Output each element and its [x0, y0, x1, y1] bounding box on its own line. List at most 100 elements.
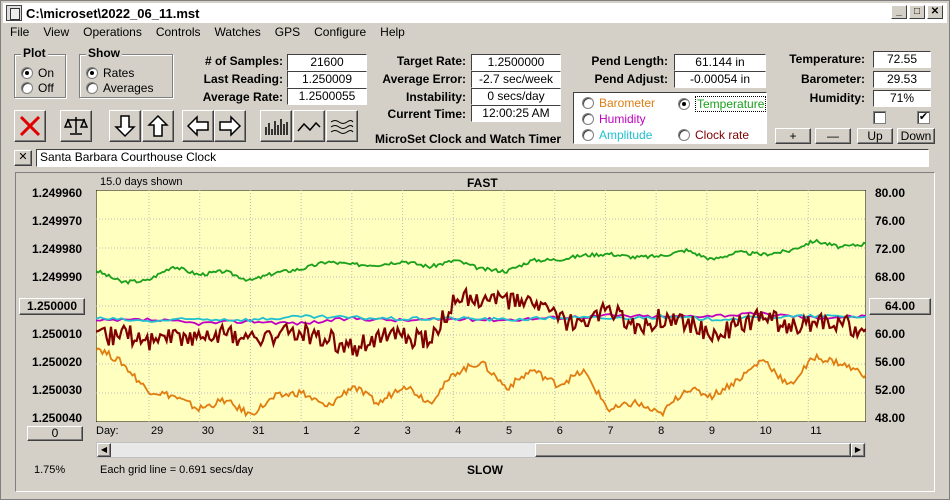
left-tick-label: 1.250010	[32, 327, 83, 341]
sensor-amplitude-radio[interactable]: Amplitude	[582, 128, 652, 142]
radio-dot	[582, 97, 594, 109]
menu-help[interactable]: Help	[380, 25, 405, 39]
minus-button[interactable]: —	[815, 128, 851, 144]
day-tick-label: 4	[455, 425, 462, 437]
menu-gps[interactable]: GPS	[274, 25, 301, 39]
left-tick-label: 1.250040	[32, 411, 83, 425]
left-tick-label: 1.250020	[32, 355, 83, 369]
plot-off-radio[interactable]: Off	[21, 81, 54, 95]
balance-button[interactable]	[60, 110, 92, 142]
right-tick-label: 48.00	[875, 411, 906, 425]
left-arrow-button[interactable]	[182, 110, 214, 142]
right-tick-label: 68.00	[875, 270, 906, 284]
left-tick-label: 1.249970	[32, 214, 83, 228]
scroll-right-button[interactable]: ▶	[851, 443, 865, 457]
right-arrow-button[interactable]	[214, 110, 246, 142]
down-button[interactable]: Down	[897, 128, 935, 144]
left-tick-label: 1.249960	[32, 186, 83, 200]
current-time-field: 12:00:25 AM	[471, 105, 561, 122]
horizontal-scrollbar[interactable]: ◀ ▶	[96, 442, 866, 458]
right-tick-label: 80.00	[875, 186, 906, 200]
average-rate-label: Average Rate:	[202, 90, 283, 104]
menu-view[interactable]: View	[43, 25, 70, 39]
menu-file[interactable]: File	[10, 25, 30, 39]
left-tick-label: 1.250030	[32, 383, 83, 397]
menu-operations[interactable]: Operations	[83, 25, 142, 39]
sensor-temperature-radio[interactable]: Temperature	[678, 96, 767, 112]
center-right-button[interactable]: 64.00	[869, 298, 931, 315]
percent-label: 1.75%	[34, 464, 66, 476]
wave-button[interactable]	[326, 110, 358, 142]
histogram-button[interactable]	[260, 110, 292, 142]
day-tick-label: 30	[201, 425, 214, 437]
right-tick-label: 56.00	[875, 355, 906, 369]
average-rate-field: 1.2500055	[287, 88, 367, 105]
show-group: Show Rates Averages	[79, 46, 173, 98]
close-clock-button[interactable]: ✕	[14, 150, 32, 166]
barometer-series-line	[96, 347, 866, 418]
trend-button[interactable]	[293, 110, 325, 142]
checkbox-1[interactable]	[873, 111, 886, 124]
instability-field: 0 secs/day	[471, 88, 561, 105]
target-rate-label: Target Rate:	[396, 54, 466, 68]
zero-button[interactable]: 0	[27, 426, 83, 441]
radio-label: Humidity	[599, 112, 646, 126]
sensor-clock-rate-radio[interactable]: Clock rate	[678, 128, 749, 142]
right-tick-label: 60.00	[875, 327, 906, 341]
plot-legend: Plot	[21, 46, 48, 60]
day-tick-label: 6	[556, 425, 563, 437]
right-tick-label: 76.00	[875, 214, 906, 228]
temperature-field: 72.55	[873, 51, 931, 68]
pend-length-field: 61.144 in	[674, 54, 766, 71]
clock-name-input[interactable]: Santa Barbara Courthouse Clock	[36, 149, 929, 167]
show-averages-radio[interactable]: Averages	[86, 81, 153, 95]
target-rate-field: 1.2500000	[471, 54, 561, 71]
scroll-left-button[interactable]: ◀	[97, 443, 111, 457]
right-tick-label: 52.00	[875, 383, 906, 397]
plot-on-radio[interactable]: On	[21, 66, 54, 80]
scroll-thumb[interactable]	[535, 443, 851, 457]
center-left-button[interactable]: 1.250000	[19, 298, 85, 315]
radio-dot	[86, 67, 98, 79]
sensor-barometer-radio[interactable]: Barometer	[582, 96, 655, 110]
show-rates-radio[interactable]: Rates	[86, 66, 134, 80]
series-lines	[96, 238, 866, 418]
pend-adjust-field: -0.00054 in	[674, 71, 766, 88]
radio-label: Amplitude	[599, 128, 653, 142]
sensor-humidity-radio[interactable]: Humidity	[582, 112, 646, 126]
menu-controls[interactable]: Controls	[155, 25, 201, 39]
day-tick-label: 29	[151, 425, 164, 437]
radio-dot	[582, 129, 594, 141]
histogram-icon	[265, 119, 288, 135]
left-arrow-icon	[186, 115, 209, 137]
day-tick-label: 5	[506, 425, 513, 437]
up-arrow-button[interactable]	[142, 110, 174, 142]
average-error-field: -2.7 sec/week	[471, 71, 561, 88]
days-shown-label: 15.0 days shown	[100, 176, 183, 188]
samples-label: # of Samples:	[204, 54, 283, 68]
day-tick-label: 11	[810, 425, 822, 437]
day-tick-label: 1	[303, 425, 310, 437]
checkbox-2[interactable]: ✔	[917, 111, 930, 124]
maximize-button[interactable]: □	[909, 5, 925, 19]
radio-label: Clock rate	[695, 128, 750, 142]
radio-dot	[582, 113, 594, 125]
app-caption: MicroSet Clock and Watch Timer	[375, 132, 562, 146]
close-window-button[interactable]: ✕	[927, 5, 943, 19]
menu-configure[interactable]: Configure	[314, 25, 367, 39]
plus-button[interactable]: +	[775, 128, 811, 144]
up-arrow-icon	[147, 114, 169, 137]
day-tick-label: 31	[252, 425, 265, 437]
last-reading-field: 1.250009	[287, 71, 367, 88]
radio-dot	[21, 82, 33, 94]
barometer-label: Barometer:	[800, 72, 865, 86]
menu-watches[interactable]: Watches	[214, 25, 261, 39]
left-tick-label: 1.249980	[32, 242, 83, 256]
app-icon	[6, 5, 22, 21]
up-button[interactable]: Up	[857, 128, 893, 144]
down-arrow-button[interactable]	[109, 110, 141, 142]
x-icon	[19, 115, 41, 137]
day-tick-label: 2	[353, 425, 360, 437]
minimize-button[interactable]: _	[891, 5, 907, 19]
stop-button[interactable]	[14, 110, 46, 142]
